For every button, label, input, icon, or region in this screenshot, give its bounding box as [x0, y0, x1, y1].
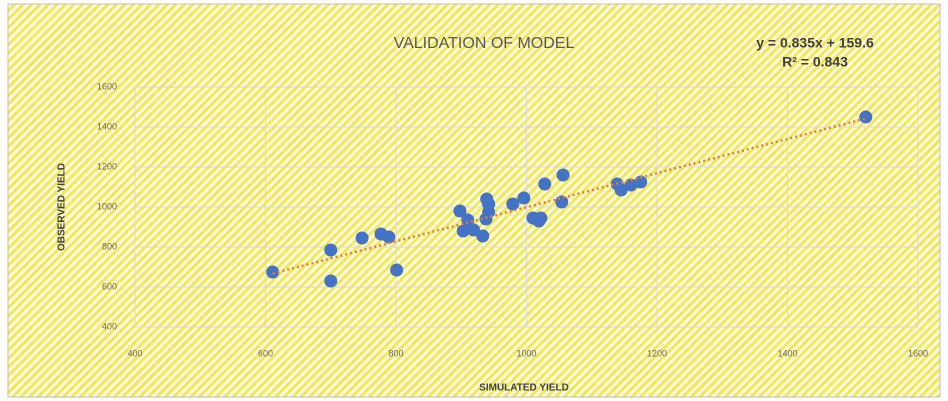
y-tick-label: 600 [102, 281, 117, 291]
data-point [482, 197, 496, 211]
data-point [859, 110, 873, 124]
x-tick-label: 1200 [647, 348, 667, 358]
trend-equation: y = 0.835x + 159.6 [756, 35, 874, 51]
data-point [355, 231, 369, 245]
y-tick-label: 1200 [97, 161, 117, 171]
data-point [614, 183, 628, 197]
y-tick-label: 1000 [97, 201, 117, 211]
data-point [476, 229, 490, 243]
data-point [266, 265, 280, 279]
data-point [382, 230, 396, 244]
y-tick-label: 400 [102, 321, 117, 331]
data-point [555, 195, 569, 209]
chart-background [7, 3, 941, 398]
y-tick-label: 1600 [97, 81, 117, 91]
trend-line [272, 117, 867, 275]
trend-r2: R² = 0.843 [782, 54, 848, 70]
data-point [390, 263, 404, 277]
y-tick-label: 1400 [97, 121, 117, 131]
x-axis-label: SIMULATED YIELD [479, 383, 569, 394]
y-axis-label: OBSERVED YIELD [57, 163, 68, 251]
y-tick-label: 800 [102, 241, 117, 251]
data-point [456, 224, 470, 238]
x-tick-label: 600 [258, 348, 273, 358]
data-point [324, 243, 338, 257]
data-point [556, 168, 570, 182]
x-tick-label: 400 [127, 348, 142, 358]
chart-title: VALIDATION OF MODEL [394, 35, 575, 52]
x-tick-label: 1400 [777, 348, 797, 358]
data-point [453, 204, 467, 218]
x-tick-label: 1600 [908, 348, 928, 358]
data-point [517, 191, 531, 205]
data-point [538, 177, 552, 191]
data-point [461, 213, 475, 227]
data-point [324, 274, 338, 288]
x-tick-label: 800 [388, 348, 403, 358]
data-point [534, 211, 548, 225]
data-point [506, 197, 520, 211]
x-tick-label: 1000 [516, 348, 536, 358]
